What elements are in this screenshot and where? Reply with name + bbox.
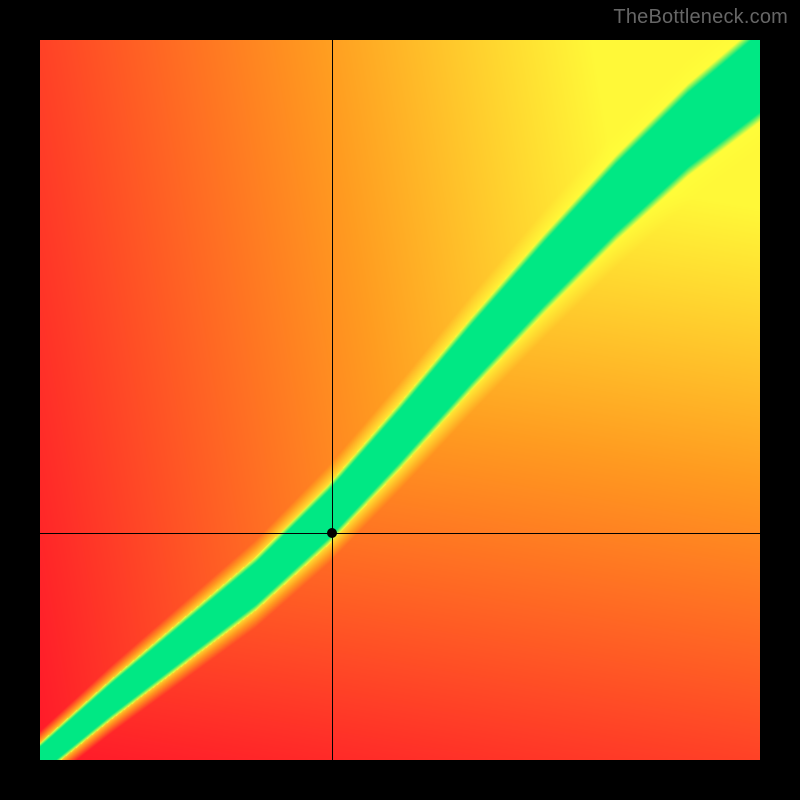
crosshair-vertical: [332, 40, 333, 760]
page-root: TheBottleneck.com: [0, 0, 800, 800]
plot-frame: [40, 40, 760, 760]
crosshair-horizontal: [40, 533, 760, 534]
watermark-label: TheBottleneck.com: [613, 6, 788, 29]
heatmap-canvas: [40, 40, 760, 760]
crosshair-marker: [327, 528, 337, 538]
